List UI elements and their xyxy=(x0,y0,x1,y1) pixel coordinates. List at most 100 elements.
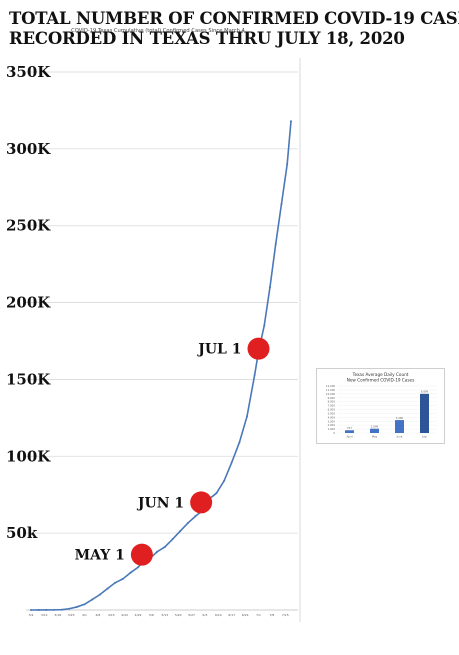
inset-bar xyxy=(420,393,429,433)
average-daily-count-inset: Texas Average Daily Count New Confirmed … xyxy=(316,368,445,444)
inset-category-labels: April May June July xyxy=(347,435,428,439)
inset-bar xyxy=(345,430,354,433)
y-tick-label: 100K xyxy=(6,447,51,465)
data-point xyxy=(137,566,140,569)
x-tick-label: 4/1 xyxy=(82,613,87,617)
data-point xyxy=(68,607,71,610)
data-point xyxy=(274,243,277,246)
inset-bar-chart: Texas Average Daily Count New Confirmed … xyxy=(326,372,437,439)
annotation-marker xyxy=(247,337,270,360)
data-point xyxy=(121,577,124,580)
x-tick-label: 7/1 xyxy=(256,613,261,617)
data-point xyxy=(268,286,271,289)
x-tick-label: 6/10 xyxy=(215,613,222,617)
data-point xyxy=(52,608,55,611)
inset-y-tick: 2,000 xyxy=(328,423,336,427)
data-point xyxy=(45,608,48,611)
annotation-label: MAY 1 xyxy=(75,548,125,564)
inset-title: Texas Average Daily Count xyxy=(352,372,409,377)
inset-bars xyxy=(345,393,429,433)
inset-data-label: 9,899 xyxy=(421,390,429,394)
data-point xyxy=(37,608,40,611)
x-tick-label: 3/11 xyxy=(41,613,48,617)
data-point xyxy=(253,373,256,376)
inset-y-tick: 11,000 xyxy=(326,388,335,392)
inset-y-tick: 0 xyxy=(333,431,335,435)
inset-y-tick: 5,000 xyxy=(328,411,336,415)
x-tick-label: 4/29 xyxy=(135,613,142,617)
inset-y-tick: 7,000 xyxy=(328,404,336,408)
inset-y-tick: 4,000 xyxy=(328,415,336,419)
inset-category-label: May xyxy=(372,435,378,439)
data-point xyxy=(179,530,182,533)
inset-y-tick: 3,000 xyxy=(328,419,336,423)
data-point xyxy=(280,203,283,206)
y-axis-tick-labels: 350K 300K 250K 200K 150K 100K 50k xyxy=(6,63,51,542)
data-point xyxy=(230,461,233,464)
x-tick-label: 5/27 xyxy=(188,613,195,617)
data-point xyxy=(163,545,166,548)
x-tick-label: 5/13 xyxy=(161,613,168,617)
y-tick-label: 350K xyxy=(6,63,51,81)
x-tick-label: 5/6 xyxy=(149,613,154,617)
data-point xyxy=(129,571,132,574)
inset-subtitle: New Confirmed COVID-19 Cases xyxy=(347,378,415,383)
data-point xyxy=(60,608,63,611)
inset-data-label: 3,285 xyxy=(396,416,404,420)
x-tick-label: 6/24 xyxy=(242,613,249,617)
headline-line-1: TOTAL NUMBER OF CONFIRMED COVID-19 CASES xyxy=(9,9,459,28)
x-tick-label: 7/15 xyxy=(282,613,289,617)
data-point xyxy=(106,587,109,590)
data-point xyxy=(30,608,32,611)
inset-y-tick: 6,000 xyxy=(328,408,336,412)
grid-lines xyxy=(26,58,301,622)
y-tick-label: 250K xyxy=(6,217,51,235)
annotation-label: JUL 1 xyxy=(196,342,241,358)
data-point xyxy=(186,522,189,525)
data-point xyxy=(156,550,159,553)
x-tick-label: 4/15 xyxy=(108,613,115,617)
series-line-layer xyxy=(30,120,292,611)
inset-bar xyxy=(395,420,404,433)
x-tick-label: 3/25 xyxy=(68,613,75,617)
data-point xyxy=(290,120,292,123)
inset-category-label: July xyxy=(421,435,427,439)
inset-category-label: April xyxy=(347,435,353,439)
inset-bar xyxy=(370,428,379,433)
data-point xyxy=(98,593,101,596)
inset-data-label: 1,099 xyxy=(371,424,379,428)
annotation-layer: MAY 1 JUN 1 JUL 1 xyxy=(75,337,270,566)
inset-y-tick: 10,000 xyxy=(326,392,335,396)
x-tick-label: 5/20 xyxy=(175,613,182,617)
annotation-label: JUN 1 xyxy=(136,495,184,511)
y-tick-label: 50k xyxy=(6,524,38,542)
inset-y-tick-labels: 12,00011,00010,0009,0008,0007,0006,0005,… xyxy=(326,384,335,435)
x-tick-label: 4/8 xyxy=(95,613,100,617)
annotation-marker xyxy=(190,491,213,514)
data-point xyxy=(286,163,289,166)
data-point xyxy=(246,415,249,418)
inset-data-labels: 757 1,099 3,285 9,899 xyxy=(347,390,429,430)
inset-y-tick: 9,000 xyxy=(328,396,336,400)
x-tick-label: 3/18 xyxy=(54,613,61,617)
data-point xyxy=(194,515,197,518)
x-tick-label: 6/3 xyxy=(203,613,208,617)
inset-y-tick: 12,000 xyxy=(326,384,335,388)
y-tick-label: 150K xyxy=(6,370,51,388)
data-point xyxy=(238,441,241,444)
inset-category-label: June xyxy=(396,435,403,439)
annotation-marker xyxy=(130,543,153,566)
data-point xyxy=(215,492,218,495)
data-point xyxy=(223,479,226,482)
chart-title: COVID-19 Texas Cumulative (total) Confir… xyxy=(71,28,245,34)
data-point xyxy=(171,538,174,541)
data-point xyxy=(83,603,86,606)
data-point xyxy=(114,581,117,584)
data-point xyxy=(91,598,94,601)
inset-y-tick: 8,000 xyxy=(328,400,336,404)
headline-line-2: RECORDED IN TEXAS THRU JULY 18, 2020 xyxy=(9,29,405,48)
series-line xyxy=(30,121,292,611)
x-tick-label: 7/8 xyxy=(269,613,274,617)
data-point xyxy=(263,324,266,327)
inset-data-label: 757 xyxy=(347,426,352,430)
